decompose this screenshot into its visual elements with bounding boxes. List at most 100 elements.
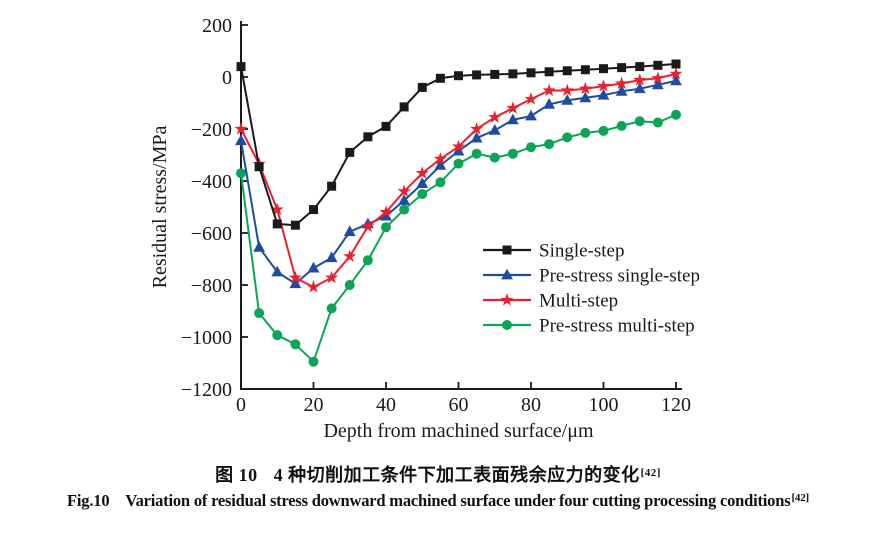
data-point-marker	[561, 94, 574, 105]
data-point-marker	[435, 177, 446, 188]
data-point-marker	[306, 280, 321, 293]
data-point-marker	[671, 59, 681, 69]
data-point-marker	[470, 122, 484, 135]
legend-item-single-step: Single-step	[483, 241, 625, 262]
data-point-marker	[290, 220, 300, 230]
data-point-marker	[272, 219, 282, 229]
data-point-marker	[344, 280, 355, 290]
data-point-marker	[524, 92, 538, 105]
legend-marker-star	[500, 293, 514, 306]
data-point-marker	[616, 120, 627, 131]
data-point-marker	[416, 177, 429, 188]
data-point-marker	[415, 166, 429, 179]
data-point-marker	[635, 62, 645, 72]
y-tick-label: −400	[191, 171, 232, 193]
data-point-marker	[617, 63, 627, 73]
data-point-marker	[379, 205, 393, 218]
data-point-marker	[309, 205, 318, 215]
data-point-marker	[398, 194, 411, 205]
series-pre-stress-multi-step	[236, 109, 681, 367]
data-point-marker	[580, 127, 591, 138]
caption-zh: 图 10 4 种切削加工条件下加工表面残余应力的变化[42]	[0, 461, 876, 487]
data-point-marker	[596, 79, 611, 92]
data-point-marker	[634, 116, 645, 127]
data-point-marker	[234, 122, 248, 135]
x-tick-label: 0	[236, 394, 246, 416]
data-point-marker	[562, 132, 573, 143]
data-point-marker	[488, 110, 502, 123]
data-point-marker	[453, 158, 464, 169]
data-point-marker	[345, 147, 355, 157]
caption-en: Fig.10 Variation of residual stress downw…	[0, 491, 876, 511]
data-point-marker	[363, 132, 373, 142]
data-point-marker	[308, 356, 319, 367]
data-point-marker	[253, 241, 266, 252]
legend-label: Multi-step	[539, 291, 618, 312]
data-point-marker	[452, 144, 465, 156]
data-point-marker	[451, 139, 466, 153]
data-point-marker	[434, 159, 447, 170]
data-point-marker	[417, 82, 427, 92]
data-point-marker	[471, 148, 482, 159]
y-tick-label: 200	[202, 15, 232, 37]
data-point-marker	[506, 101, 520, 114]
series-multi-step	[234, 66, 683, 293]
data-point-marker	[633, 82, 646, 94]
data-point-marker	[562, 66, 572, 76]
y-tick-label: −800	[191, 275, 232, 297]
data-point-marker	[472, 70, 482, 80]
x-tick-label: 120	[661, 394, 691, 416]
y-axis-title: Residual stress/MPa	[149, 125, 171, 288]
data-point-marker	[399, 102, 409, 112]
data-point-marker	[236, 168, 246, 179]
data-point-marker	[560, 83, 574, 97]
data-point-marker	[671, 109, 681, 120]
data-point-marker	[526, 68, 536, 78]
data-point-marker	[489, 152, 500, 163]
legend: Single-step Pre-stress single-step Multi-s…	[483, 241, 700, 337]
data-point-marker	[289, 277, 302, 289]
y-tick-label: −1200	[181, 379, 232, 401]
data-point-marker	[542, 83, 556, 97]
data-point-marker	[397, 184, 411, 197]
data-point-marker	[525, 109, 537, 121]
data-point-marker	[343, 249, 357, 262]
data-point-marker	[508, 69, 518, 79]
legend-label: Single-step	[539, 241, 625, 262]
data-point-marker	[598, 125, 609, 136]
x-tick-label: 80	[521, 394, 541, 416]
data-point-marker	[327, 181, 337, 191]
y-tick-label: −200	[191, 119, 232, 141]
data-point-marker	[362, 255, 373, 266]
data-point-marker	[325, 270, 339, 284]
legend-marker-circle	[502, 320, 512, 330]
data-point-marker	[454, 71, 463, 81]
data-point-marker	[651, 78, 664, 90]
data-point-marker	[325, 251, 338, 263]
data-point-marker	[326, 303, 337, 314]
data-point-marker	[307, 261, 320, 273]
data-point-marker	[507, 148, 518, 159]
data-point-marker	[653, 60, 663, 70]
legend-marker-square	[502, 245, 512, 255]
data-point-marker	[578, 81, 592, 95]
data-point-marker	[543, 98, 556, 109]
data-point-marker	[488, 124, 501, 135]
data-point-marker	[599, 64, 608, 74]
data-point-marker	[254, 308, 265, 319]
data-point-marker	[544, 67, 554, 77]
data-point-marker	[417, 189, 428, 199]
data-point-marker	[580, 65, 590, 75]
x-axis-title: Depth from machined surface/μm	[323, 420, 594, 442]
data-point-marker	[615, 85, 628, 96]
data-point-marker	[651, 71, 665, 84]
data-point-marker	[272, 330, 283, 341]
caption-zh-fig-label: 图 10	[215, 465, 258, 485]
data-point-marker	[343, 225, 356, 237]
data-point-marker	[526, 142, 536, 153]
data-point-marker	[633, 73, 647, 86]
data-point-marker	[435, 73, 445, 83]
